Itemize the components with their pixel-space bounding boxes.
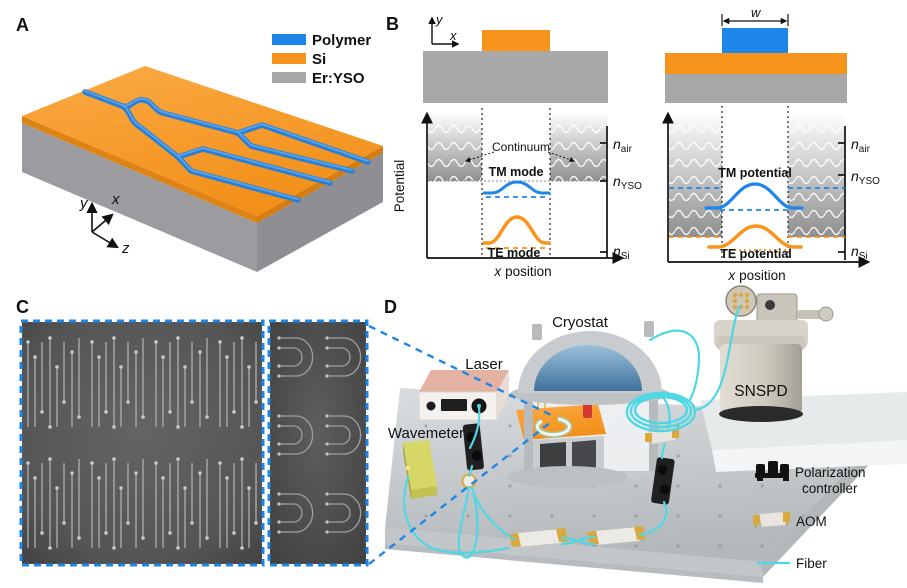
legend-swatch-si [272,53,306,64]
te-mode-label: TE mode [488,246,541,260]
panel-c-label: C [16,297,29,317]
dashed-box-left [19,319,265,567]
axis-z-label: z [121,240,130,257]
aom-icon [753,511,790,529]
snspd-unit: SNSPD [714,285,834,422]
xposition-label-left: x position [493,264,551,279]
chip-glow-spiral [535,417,571,437]
aom-2 [587,526,646,546]
polarization-controller-2 [651,457,675,505]
svg-text:nair: nair [851,136,871,155]
yso-side-left [22,123,257,272]
n-labels-right: nair nYSO nSi [851,136,880,262]
schematic-polymer-on-si-yso: w [665,5,847,103]
snspd-label: SNSPD [734,383,787,400]
n-labels-left: nair nYSO nSi [613,136,642,262]
svg-text:nSi: nSi [851,243,868,262]
chip-3d-illustration [22,66,383,272]
si-edge-right [257,146,383,223]
panel-a-axes [86,201,119,249]
svg-text:nYSO: nYSO [851,168,880,187]
width-label: w [751,5,762,20]
cryostat-unit: Cryostat [507,314,670,488]
panel-c: C [16,297,369,567]
fiber-feedthrough-disc [725,285,757,317]
legend-label-si: Si [312,51,326,68]
sem-image-waveguide-array [22,322,262,564]
tm-potential-levels [669,187,845,211]
axis-x-label: x [111,191,120,208]
potential-diagram-left: Continuum TM mode TE mode Potential x pos… [392,108,642,279]
fiber-spool [625,391,697,433]
svg-text:nYSO: nYSO [613,173,642,192]
laser-display [441,399,467,411]
panel-a: A Polymer Si [16,15,383,272]
svg-text:nair: nair [613,136,633,155]
axis-y-label: y [79,195,89,212]
sem-image-loop-couplers [270,322,366,564]
panel-d-legend: Polarization controller AOM Fiber [753,461,866,571]
legend-swatch-yso [272,72,306,83]
wavemeter-top [403,440,437,490]
panel-a-label: A [16,15,29,35]
panel-b-label: B [386,14,399,34]
polarization-controller-icon [755,461,789,481]
b-axis-x-label: x [449,28,457,43]
te-potential-label: TE potential [720,247,792,261]
cryostat-window [534,345,642,391]
schematic-si-on-yso: y x [423,12,608,103]
wavemeter-unit: Wavemeter [388,425,464,499]
aom-mid [645,427,679,445]
panel-d: D SNSPD [368,285,907,583]
yso-side-right [257,153,383,272]
laser-unit: Laser [418,356,509,421]
svg-text:nSi: nSi [613,243,630,262]
laser-top [419,370,509,392]
polymer-waveguides-highlight [84,90,369,200]
si-edge-left [22,116,257,223]
legend-aom-label: AOM [796,514,827,529]
xposition-label-right: x position [727,268,785,283]
legend-polarization-line2: controller [802,481,858,496]
laser-label: Laser [465,356,503,373]
panel-d-label: D [384,297,397,317]
width-dimension [721,14,789,26]
potential-axis-label: Potential [392,160,407,213]
tm-potential-curve [704,182,804,210]
table-front-face [385,528,763,577]
panel-a-legend: Polymer Si Er:YSO [272,32,371,87]
continuum-label: Continuum [492,140,550,154]
legend-polarization-line1: Polarization [795,465,866,480]
snspd-body [720,344,802,414]
laser-side [497,370,509,420]
te-potential-curve [707,224,803,249]
te-mode-curve [482,215,551,245]
snspd-base-ring [719,406,803,422]
zoom-connector-lines [368,324,554,565]
legend-label-yso: Er:YSO [312,70,365,87]
cryostat-pillar-left [524,393,533,471]
wavemeter-label: Wavemeter [388,425,464,442]
tm-mode-curve [482,180,551,195]
legend-fiber-label: Fiber [796,556,827,571]
legend-label-polymer: Polymer [312,32,371,49]
wavemeter-side [403,443,411,499]
snspd-top-box [756,293,798,323]
polarization-controller-1 [462,423,484,471]
fiber-runs [403,304,742,559]
dashed-box-right [267,319,369,567]
potential-diagram-right: TM potential TE potential x position nair… [662,106,880,283]
b-axis-y-label: y [435,12,444,27]
tm-mode-label: TM mode [489,165,544,179]
panel-b: B y x w [386,5,880,283]
tm-potential-label: TM potential [718,166,792,180]
legend-swatch-polymer [272,34,306,45]
cryostat-label: Cryostat [552,314,609,331]
wavemeter-front [411,486,437,499]
